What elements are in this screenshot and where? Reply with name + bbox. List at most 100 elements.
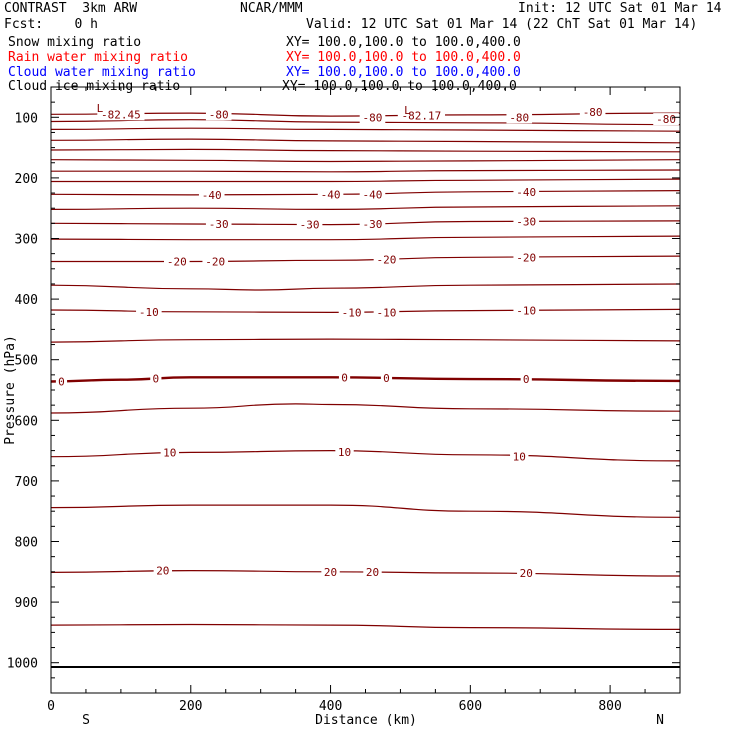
label-background <box>520 373 532 386</box>
contour-label: -40 <box>321 188 341 201</box>
label-background <box>150 372 162 385</box>
contour-label: -80 <box>656 113 676 126</box>
x-tick-label: 200 <box>179 699 202 714</box>
contour-line <box>50 119 681 126</box>
contour-label: -30 <box>300 219 320 232</box>
y-tick-label: 700 <box>15 475 38 490</box>
contour-line <box>50 338 681 343</box>
contour-label: 0 <box>341 371 348 384</box>
label-background <box>198 188 225 201</box>
contour-label: -40 <box>516 186 536 199</box>
contour-label: 10 <box>513 451 526 464</box>
y-tick-label: 300 <box>15 233 38 248</box>
contour-line <box>50 220 681 226</box>
contour-line <box>50 127 681 132</box>
label-background <box>136 305 162 318</box>
legend-xy: XY= 100.0,100.0 to 100.0,400.0 <box>286 50 521 65</box>
legend-xy: XY= 100.0,100.0 to 100.0,400.0 <box>286 35 521 50</box>
label-background <box>513 215 540 228</box>
contour-line <box>50 112 681 117</box>
contour-label: -80 <box>363 111 383 124</box>
contour-line <box>50 235 681 241</box>
label-background <box>359 188 386 201</box>
valid-time: Valid: 12 UTC Sat 01 Mar 14 (22 ChT Sat … <box>306 17 698 32</box>
center-label: NCAR/MMM <box>240 1 303 16</box>
plot-frame <box>50 86 681 694</box>
y-tick-label: 500 <box>15 354 38 369</box>
contour-label: 20 <box>156 565 169 578</box>
contour-line <box>50 623 681 630</box>
contour-line <box>50 376 681 383</box>
contour-label: -82.17 <box>402 109 442 122</box>
legend-name: Rain water mixing ratio <box>8 50 189 65</box>
y-tick-label: 100 <box>15 111 38 126</box>
contour-label: -80 <box>509 111 529 124</box>
contour-label: -40 <box>363 188 383 201</box>
x-tick-label: 0 <box>47 699 55 714</box>
contour-label: -80 <box>583 106 603 119</box>
label-background <box>380 371 393 384</box>
contour-line <box>50 138 681 144</box>
x-tick-label: 800 <box>598 699 621 714</box>
south-end-label: S <box>82 713 90 728</box>
label-background <box>513 251 540 264</box>
contour-label: 20 <box>366 566 379 579</box>
label-background <box>359 111 386 124</box>
contour-line <box>50 403 681 414</box>
contour-line <box>50 148 681 153</box>
contour-label: -20 <box>516 251 536 264</box>
label-background <box>55 375 68 388</box>
contour-label: 0 <box>58 376 65 389</box>
label-background <box>513 304 540 317</box>
legend-xy: XY= 100.0,100.0 to 100.0,400.0 <box>286 65 521 80</box>
contour-line <box>50 178 681 183</box>
label-background <box>202 255 229 268</box>
contour-line <box>50 255 681 263</box>
contour-lines <box>50 112 681 630</box>
contour-label: 10 <box>338 446 351 459</box>
label-background <box>205 108 232 121</box>
legend-name: Cloud water mixing ratio <box>8 65 196 80</box>
label-background <box>513 185 540 198</box>
contour-label: -30 <box>209 218 229 231</box>
legend-name: Snow mixing ratio <box>8 35 142 50</box>
contour-label: 0 <box>523 373 530 386</box>
contour-label: 20 <box>520 567 533 580</box>
label-background <box>317 188 344 201</box>
y-tick-label: 800 <box>15 536 38 551</box>
label-background <box>373 253 400 266</box>
contour-label: -20 <box>377 254 397 267</box>
contour-line <box>50 504 681 518</box>
forecast-hour: Fcst: 0 h <box>4 17 98 32</box>
contour-label: -10 <box>516 305 536 318</box>
label-background <box>164 255 190 268</box>
north-end-label: N <box>656 713 664 728</box>
label-background <box>160 446 180 459</box>
y-tick-label: 200 <box>15 172 38 187</box>
label-background <box>653 113 679 126</box>
label-background <box>517 567 536 580</box>
contour-label: -80 <box>209 108 229 121</box>
contour-label: -30 <box>516 216 536 229</box>
contour-label: -10 <box>377 306 397 319</box>
label-background <box>373 306 400 319</box>
y-axis-label: Pressure (hPa) <box>3 335 18 445</box>
label-background <box>205 217 232 230</box>
label-background <box>359 217 386 230</box>
y-tick-label: 600 <box>15 414 38 429</box>
contour-label: -20 <box>205 256 225 269</box>
x-tick-label: 600 <box>459 699 482 714</box>
x-tick-label: 400 <box>319 699 342 714</box>
contour-label: -10 <box>139 306 159 319</box>
label-background <box>335 445 354 458</box>
contour-label: -20 <box>167 256 187 269</box>
init-time: Init: 12 UTC Sat 01 Mar 14 <box>518 1 722 16</box>
run-title: CONTRAST 3km ARW <box>4 1 138 16</box>
contour-labels: -82.45 -80 -80 -82.17 -80 -80 -80 -40 -40 -40 -40 -… <box>55 102 679 580</box>
contour-label: -30 <box>363 218 383 231</box>
x-axis-label: Distance (km) <box>315 713 417 728</box>
label-background <box>510 450 529 463</box>
label-background <box>506 111 533 124</box>
